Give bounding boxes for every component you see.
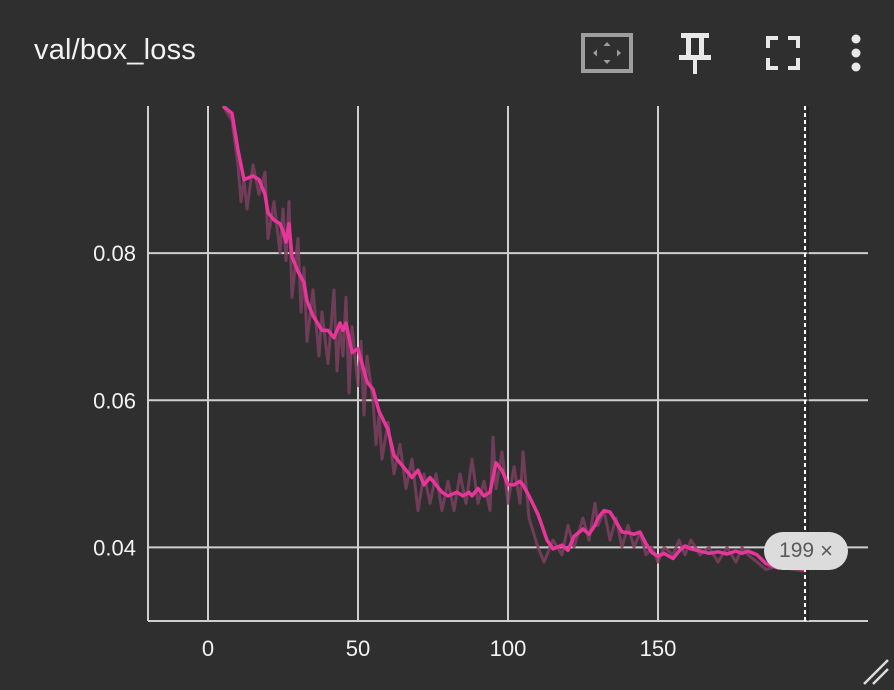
step-badge-value: 199 [779,539,815,562]
fit-domain-icon [581,33,633,73]
fit-domain-button[interactable] [580,26,634,80]
line-chart[interactable]: 0.04 0.06 0.08 0 50 100 150 [0,95,894,690]
card-title: val/box_loss [34,34,196,66]
more-vert-icon [851,34,861,72]
x-tick-label: 50 [346,636,370,661]
close-icon[interactable]: × [820,538,833,563]
x-tick-label: 100 [490,636,527,661]
y-tick-label: 0.08 [93,241,136,266]
raw-series-line [221,106,806,573]
card-toolbar [580,26,868,80]
smoothed-series-line [221,106,806,572]
pin-button[interactable] [668,26,722,80]
resize-handle-icon[interactable] [860,656,890,686]
step-badge[interactable]: 199 × [764,532,848,570]
x-tick-label: 150 [640,636,677,661]
y-tick-label: 0.04 [93,535,136,560]
fullscreen-button[interactable] [756,26,810,80]
fullscreen-icon [766,36,800,70]
more-options-button[interactable] [844,26,868,80]
y-tick-label: 0.06 [93,388,136,413]
x-tick-label: 0 [202,636,214,661]
pin-icon [679,33,711,74]
